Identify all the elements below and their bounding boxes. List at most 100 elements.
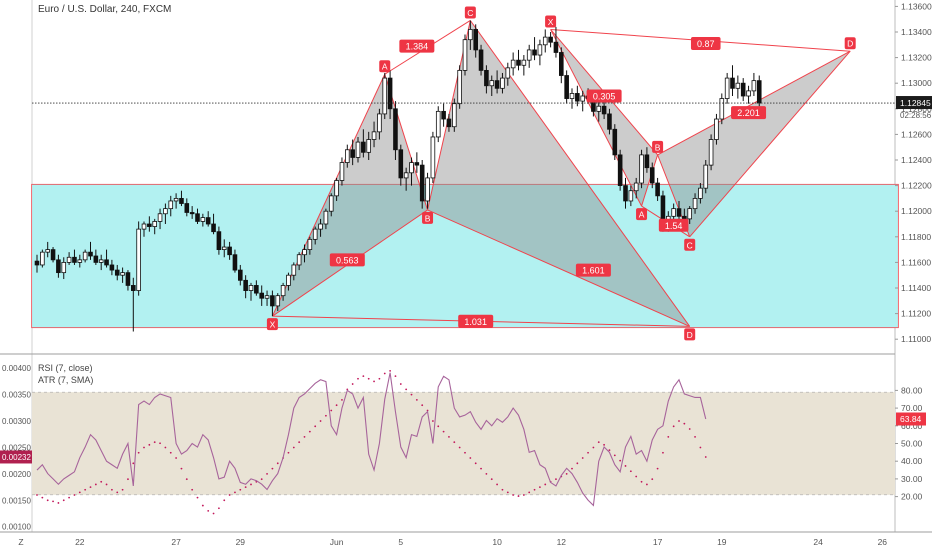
candle: [61, 257, 67, 280]
atr-point: [314, 425, 317, 428]
atr-point: [271, 467, 274, 470]
atr-point: [415, 399, 418, 401]
candle-body: [254, 285, 259, 294]
atr-point: [592, 446, 595, 449]
candle-body: [569, 93, 575, 99]
candle-body: [682, 215, 687, 220]
candle-body: [740, 82, 746, 97]
candle: [628, 185, 634, 207]
atr-point: [191, 488, 194, 491]
atr-point: [127, 478, 129, 481]
atr-tick-label: 0.00250: [2, 443, 31, 452]
atr-point: [399, 383, 402, 385]
atr-point: [656, 467, 659, 470]
atr-point: [485, 472, 488, 475]
candle-body: [45, 249, 50, 253]
time-tick-label: 19: [717, 537, 727, 547]
candle: [227, 241, 232, 260]
rsi-band: [32, 392, 895, 495]
candle-body: [698, 187, 703, 199]
atr-point: [421, 404, 424, 407]
candle: [387, 70, 393, 120]
candles: [34, 20, 762, 332]
atr-point: [608, 449, 611, 452]
pattern-wing-bcd: [427, 20, 690, 327]
candle-body: [393, 108, 398, 151]
point-label-text: X: [548, 17, 554, 27]
candle-body: [323, 210, 329, 225]
atr-point: [640, 480, 643, 483]
candle: [243, 275, 248, 299]
time-tick-label: 26: [878, 537, 888, 547]
rsi-current-tag: 63.84: [896, 412, 926, 426]
candle-body: [714, 118, 719, 140]
atr-point: [105, 483, 108, 486]
atr-point: [57, 502, 60, 504]
candle: [607, 108, 612, 135]
price-tick-label: 1.13600: [901, 1, 932, 11]
candle-body: [484, 70, 489, 87]
candle: [264, 290, 270, 306]
atr-point: [613, 454, 616, 457]
atr-point: [132, 462, 135, 465]
atr-point: [223, 499, 226, 502]
atr-point: [308, 430, 311, 433]
atr-point: [207, 509, 210, 512]
candle: [564, 70, 569, 104]
candle: [430, 131, 436, 184]
ratio-label-text: 0.87: [697, 39, 715, 49]
atr-point: [111, 488, 113, 491]
atr-point: [68, 496, 70, 499]
atr-point: [528, 491, 531, 494]
pattern-leg: [641, 154, 659, 207]
atr-point: [169, 451, 172, 454]
candle: [526, 44, 532, 68]
price-axis: 1.136001.134001.132001.130001.128001.126…: [895, 1, 932, 344]
candle-body: [649, 167, 655, 184]
candle: [714, 113, 719, 145]
atr-point: [389, 369, 391, 372]
candle-body: [505, 67, 511, 79]
candle: [152, 218, 158, 235]
candle: [446, 113, 452, 132]
candle-body: [676, 208, 682, 217]
rsi-line: [36, 372, 707, 507]
atr-point: [164, 446, 167, 449]
candle-body: [312, 228, 318, 240]
candle-body: [687, 208, 692, 220]
atr-point: [330, 409, 333, 412]
atr-tick-label: 0.00400: [2, 364, 31, 373]
candle-body: [500, 77, 505, 89]
point-label-text: D: [687, 330, 693, 340]
candle-body: [243, 279, 248, 291]
atr-point: [41, 496, 44, 499]
candle-body: [221, 246, 227, 250]
candle: [77, 254, 83, 268]
candle: [141, 221, 147, 237]
atr-point: [587, 451, 589, 454]
rsi-tick-label: 20.00: [901, 492, 923, 502]
candle: [66, 252, 72, 265]
atr-point: [137, 451, 140, 454]
candle: [184, 198, 190, 217]
rsi-axis: 80.00 70.00 60.00 50.00 40.00 30.00 20.00: [895, 385, 923, 502]
atr-point: [619, 459, 622, 462]
price-tick-label: 1.11600: [901, 257, 931, 267]
candle: [259, 285, 264, 306]
atr-point: [517, 495, 520, 497]
candle-body: [270, 295, 275, 307]
time-tick-label: 24: [813, 537, 823, 547]
candle: [489, 75, 495, 96]
ratio-label: 1.601: [575, 263, 611, 277]
candle: [441, 103, 446, 127]
point-label-box: [844, 37, 856, 50]
candle-body: [414, 162, 420, 166]
candle: [136, 221, 141, 296]
candle-body: [152, 221, 158, 227]
candle-body: [526, 49, 532, 61]
atr-point: [405, 388, 408, 391]
atr-point: [46, 499, 49, 502]
atr-point: [651, 478, 654, 481]
candle-body: [109, 264, 115, 271]
